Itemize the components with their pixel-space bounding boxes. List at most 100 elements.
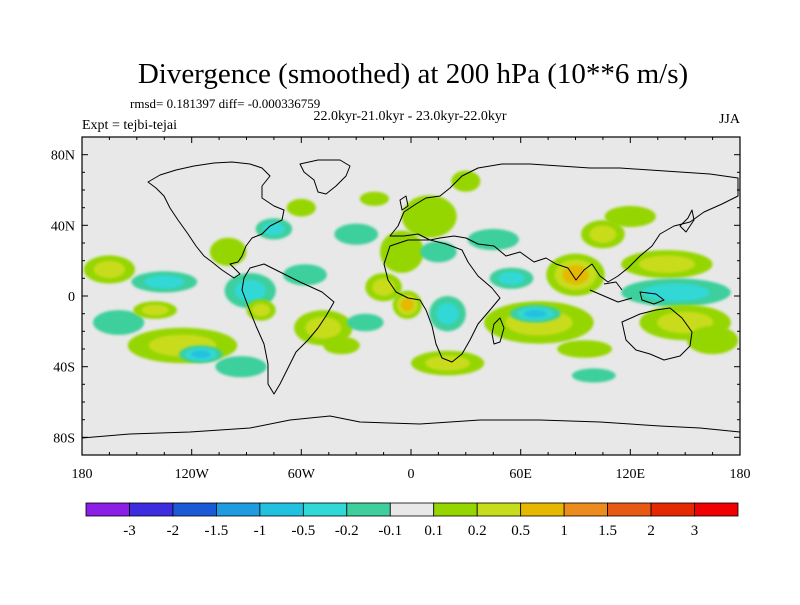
axis-ticks xyxy=(81,137,741,455)
colorbar-label-6: -0.1 xyxy=(378,523,402,539)
field-region-6-level-1 xyxy=(209,237,247,266)
coastlines xyxy=(82,159,740,439)
field-region-24-level-2 xyxy=(425,355,471,371)
x-tick-label-4: 60E xyxy=(509,467,532,482)
colorbar-box-11 xyxy=(563,502,609,517)
colorbar-box-6 xyxy=(346,502,391,517)
field-region-35-level-1 xyxy=(687,326,739,355)
field-region-12-level-1 xyxy=(283,264,327,286)
colorbar-box-9 xyxy=(476,502,522,517)
stats-text: rmsd= 0.181397 diff= -0.000336759 xyxy=(130,96,320,111)
field-region-26-level-2 xyxy=(498,271,525,285)
colorbar-box-12 xyxy=(607,502,652,517)
colorbar-label-12: 2 xyxy=(647,523,655,539)
field-region-36-level-1 xyxy=(557,340,612,358)
coast-north-america xyxy=(147,161,285,279)
colorbar-label-5: -0.2 xyxy=(335,523,359,539)
coast-indonesia xyxy=(589,281,665,305)
experiment-label: Expt = tejbi-tejai xyxy=(82,118,177,133)
colorbar-box-0 xyxy=(85,502,130,517)
colorbar-box-10 xyxy=(520,502,565,517)
x-tick-label-0: 180 xyxy=(72,467,93,482)
x-tick-label-3: 0 xyxy=(408,467,415,482)
colorbar-label-1: -2 xyxy=(167,523,180,539)
field-region-20-level-1 xyxy=(401,195,457,238)
colorbar-box-1 xyxy=(129,502,174,517)
field-region-30-level-2 xyxy=(589,225,617,243)
x-tick-label-2: 60W xyxy=(288,467,316,482)
x-tick-label-6: 180 xyxy=(730,467,751,482)
colorbar-label-9: 0.5 xyxy=(511,523,530,539)
colorbar-label-13: 3 xyxy=(691,523,699,539)
y-tick-label-2: 0 xyxy=(68,290,75,305)
coast-africa xyxy=(383,239,501,363)
colorbar-box-7 xyxy=(389,502,435,517)
coast-south-america xyxy=(241,263,335,395)
field-region-16-level-1 xyxy=(359,191,389,206)
field-region-4-level-1 xyxy=(93,310,145,335)
field-region-22-level-2 xyxy=(436,302,459,325)
field-region-19-level-1 xyxy=(380,230,424,273)
y-tick-label-3: 40S xyxy=(53,361,75,376)
colorbar-label-2: -1.5 xyxy=(205,523,229,539)
coast-japan xyxy=(679,209,695,233)
field-region-17-level-2 xyxy=(372,278,395,296)
field-region-0-level-2 xyxy=(93,260,126,279)
chart-title: Divergence (smoothed) at 200 hPa (10**6 … xyxy=(138,58,688,90)
field-region-7-level-2 xyxy=(234,279,266,302)
coast-uk xyxy=(399,195,409,211)
colorbar-label-8: 0.2 xyxy=(468,523,487,539)
colorbar: -3 -2 -1.5 -1 -0.5 -0.2 -0.1 0.1 0.2 0.5 1 1.5 2 3 xyxy=(85,502,739,539)
season-label: JJA xyxy=(719,112,741,127)
coast-greenland xyxy=(299,159,351,195)
field-region-33-level-2 xyxy=(642,283,710,302)
y-axis-labels: 80N 40N 0 40S 80S xyxy=(51,149,75,447)
field-region-13-level-2 xyxy=(305,316,342,339)
colorbar-box-13 xyxy=(650,502,695,517)
field-region-10-level-2 xyxy=(262,222,286,236)
colorbar-label-10: 1 xyxy=(560,523,568,539)
colorbar-box-14 xyxy=(694,502,739,517)
x-tick-label-1: 120W xyxy=(175,467,210,482)
x-tick-label-5: 120E xyxy=(616,467,646,482)
colorbar-box-5 xyxy=(302,502,348,517)
field-region-5-level-2 xyxy=(141,304,169,316)
colorbar-label-3: -1 xyxy=(254,523,267,539)
coast-antarctica xyxy=(82,415,740,439)
divergence-field xyxy=(83,170,739,383)
field-region-31-level-1 xyxy=(604,205,656,228)
y-tick-label-4: 80S xyxy=(53,431,75,446)
x-axis-labels: 180 120W 60W 0 60E 120E 180 xyxy=(72,467,751,482)
field-region-37-level-1 xyxy=(571,368,616,383)
colorbar-label-4: -0.5 xyxy=(291,523,315,539)
coast-madagascar xyxy=(491,317,505,345)
field-region-38-level-1 xyxy=(451,170,481,192)
colorbar-box-3 xyxy=(215,502,261,517)
field-region-11-level-1 xyxy=(286,198,316,217)
colorbar-label-7: 0.1 xyxy=(424,523,443,539)
field-region-1-level-2 xyxy=(144,275,185,289)
colorbar-box-4 xyxy=(259,502,304,517)
colorbar-label-11: 1.5 xyxy=(598,523,617,539)
subtitle-text: 22.0kyr-21.0kyr - 23.0kyr-22.0kyr xyxy=(313,109,506,124)
colorbar-label-0: -3 xyxy=(123,523,136,539)
field-region-14-level-1 xyxy=(323,336,360,355)
y-tick-label-1: 40N xyxy=(51,219,75,234)
field-region-3-level-3 xyxy=(191,350,211,359)
field-region-8-level-2 xyxy=(252,303,271,317)
field-region-15-level-1 xyxy=(334,223,379,245)
field-region-29-level-3 xyxy=(562,265,589,285)
field-region-18-level-1 xyxy=(347,313,384,332)
field-region-32-level-2 xyxy=(638,255,696,273)
field-region-28-level-3 xyxy=(523,309,547,318)
colorbar-box-8 xyxy=(433,502,478,517)
field-region-25-level-1 xyxy=(467,228,519,251)
coast-australia xyxy=(621,307,693,361)
colorbar-box-2 xyxy=(172,502,217,517)
field-region-23-level-3 xyxy=(400,298,414,312)
y-tick-label-0: 80N xyxy=(51,149,75,164)
field-region-21-level-1 xyxy=(420,241,457,263)
coast-eurasia xyxy=(389,163,739,283)
